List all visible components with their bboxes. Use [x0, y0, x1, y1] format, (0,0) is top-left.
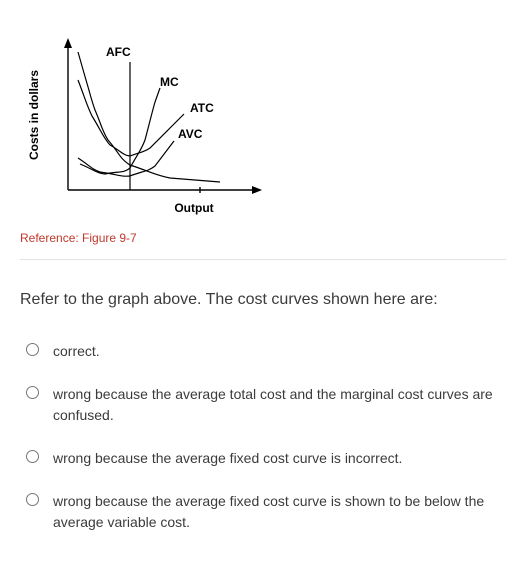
cost-curves-chart: AFC MC ATC AVC Costs in dollars Output — [20, 20, 290, 220]
option-label: wrong because the average fixed cost cur… — [53, 448, 402, 469]
options-group: correct. wrong because the average total… — [20, 341, 506, 533]
svg-text:Costs in dollars: Costs in dollars — [27, 70, 41, 160]
svg-text:AVC: AVC — [178, 127, 203, 141]
svg-text:MC: MC — [160, 75, 179, 89]
option-radio-2[interactable] — [26, 450, 39, 463]
option-row[interactable]: wrong because the average total cost and… — [26, 384, 506, 426]
option-label: wrong because the average total cost and… — [53, 384, 506, 426]
option-radio-0[interactable] — [26, 343, 39, 356]
figure-reference: Reference: Figure 9-7 — [20, 231, 506, 245]
option-label: wrong because the average fixed cost cur… — [53, 491, 506, 533]
option-row[interactable]: wrong because the average fixed cost cur… — [26, 448, 506, 469]
option-radio-1[interactable] — [26, 386, 39, 399]
svg-text:ATC: ATC — [190, 101, 214, 115]
svg-text:AFC: AFC — [106, 45, 131, 59]
figure-container: AFC MC ATC AVC Costs in dollars Output Refere… — [20, 16, 506, 253]
option-row[interactable]: wrong because the average fixed cost cur… — [26, 491, 506, 533]
question-text: Refer to the graph above. The cost curve… — [20, 288, 506, 311]
option-radio-3[interactable] — [26, 493, 39, 506]
option-row[interactable]: correct. — [26, 341, 506, 362]
svg-text:Output: Output — [174, 201, 213, 215]
option-label: correct. — [53, 341, 100, 362]
section-divider — [20, 259, 506, 260]
